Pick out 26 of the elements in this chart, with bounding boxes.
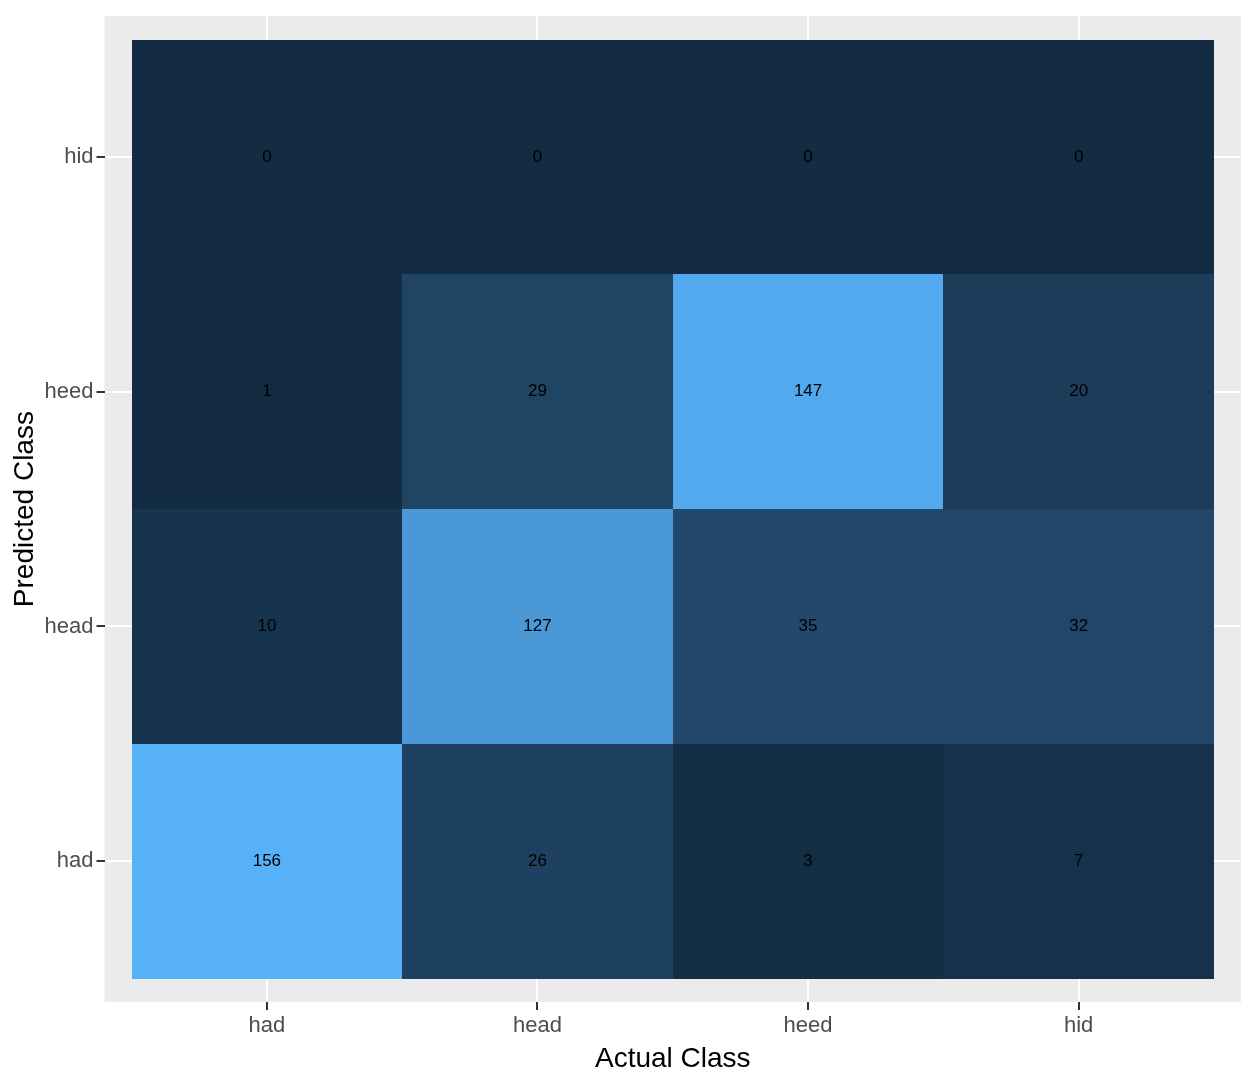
y-tick-label: head [44,612,94,638]
x-tick-label: had [248,1012,286,1038]
data-label: 10 [257,616,277,636]
data-label: 0 [532,146,543,166]
y-axis-title: Predicted Class [7,411,39,608]
y-tick-label: heed [44,377,94,403]
data-label: 35 [798,616,818,636]
data-label: 0 [1073,146,1084,166]
data-label: 20 [1069,381,1089,401]
y-tick-label: had [56,847,94,873]
data-label: 7 [1073,850,1084,870]
data-label: 156 [252,850,282,870]
x-tick-label: hid [1063,1012,1094,1038]
data-label: 1 [262,381,272,401]
x-tick-label: head [513,1012,562,1038]
data-label: 0 [262,146,272,166]
x-axis-title: Actual Class [594,1041,751,1073]
y-tick-label: hid [64,143,94,169]
x-tick-label: heed [783,1012,833,1038]
data-label: 29 [528,381,547,401]
data-label: 3 [803,850,813,870]
data-label: 0 [803,146,813,166]
data-label: 147 [793,381,823,401]
data-label: 26 [528,850,547,870]
data-label: 32 [1069,616,1089,636]
data-label: 127 [523,616,552,636]
